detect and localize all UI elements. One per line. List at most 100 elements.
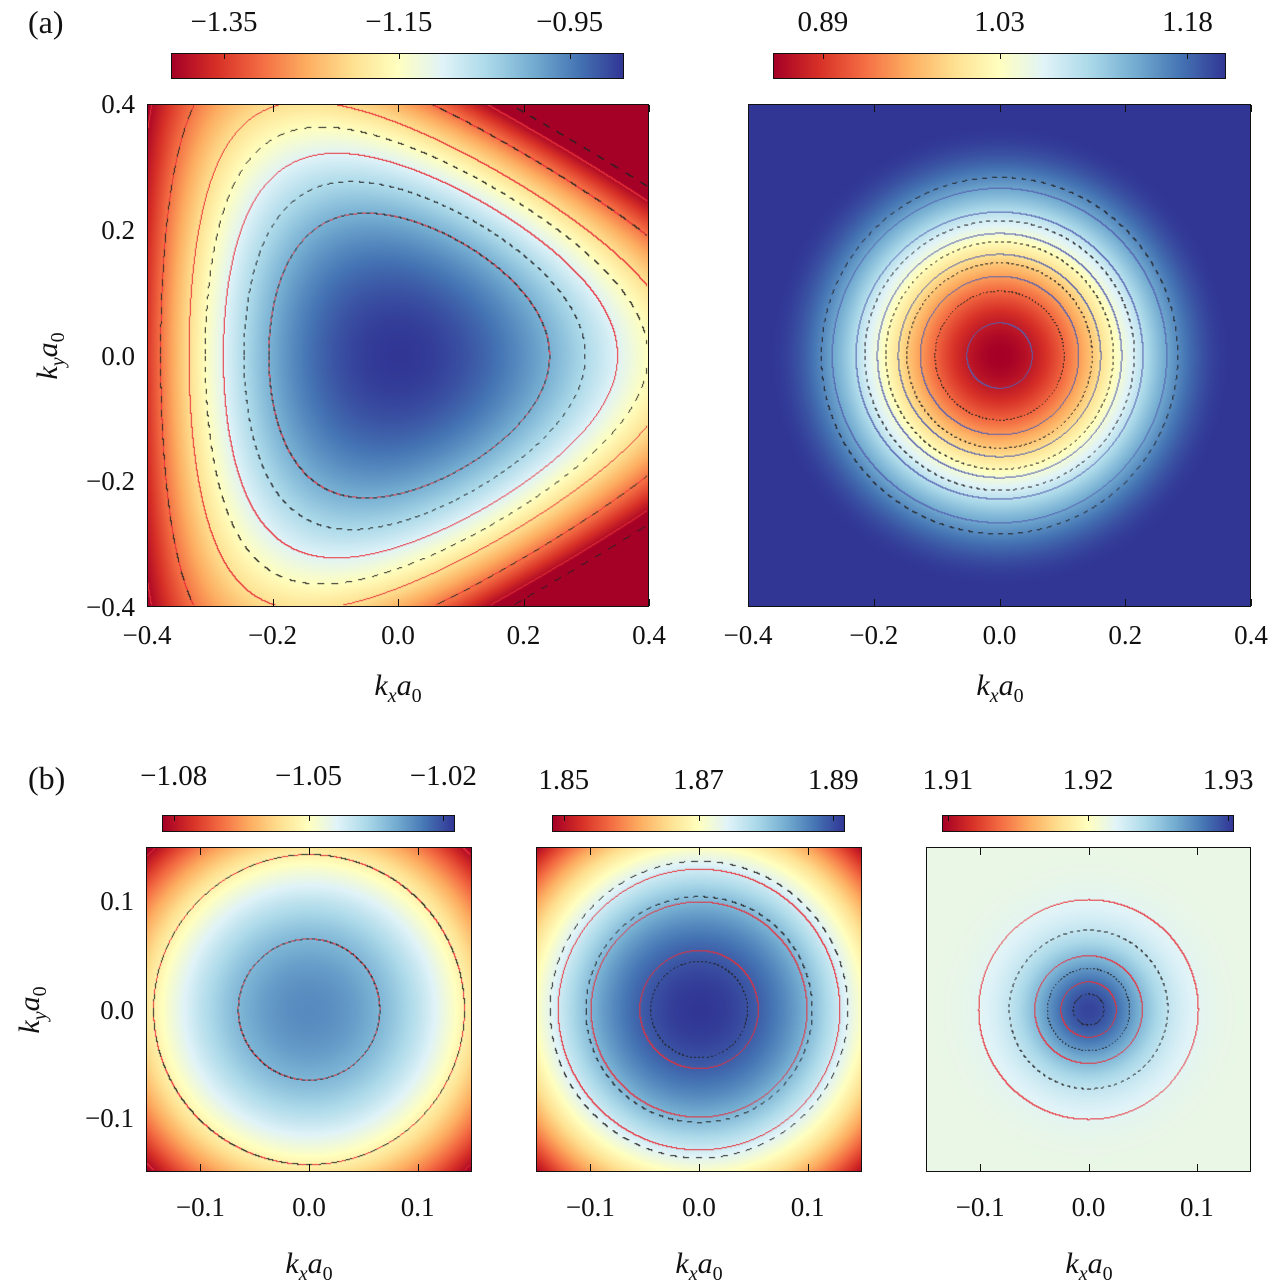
x-axis-label: kxa0 <box>374 669 422 707</box>
colorbar-tick-label: −1.05 <box>274 760 343 792</box>
colorbar-tick-label: 1.89 <box>807 764 859 796</box>
colorbar-tick <box>563 815 565 821</box>
y-axis-label: kya0 <box>31 332 69 380</box>
colorbar-tick <box>173 815 175 821</box>
x-tick <box>748 105 749 112</box>
colorbar-tick-label: 1.87 <box>673 764 724 796</box>
heatmap-canvas <box>749 105 1250 606</box>
x-tick <box>398 105 399 112</box>
x-tick <box>309 1164 310 1171</box>
y-tick-label: −0.2 <box>86 466 135 497</box>
x-tick <box>807 848 809 855</box>
x-tick <box>1088 848 1090 855</box>
colorbar-tick-label: −0.95 <box>536 6 604 38</box>
x-tick <box>417 848 419 855</box>
panel-label-b: (b) <box>28 760 66 796</box>
heatmap-canvas <box>927 848 1250 1171</box>
colorbar-tick-label: −1.08 <box>140 760 208 792</box>
panel-label-a: (a) <box>28 4 64 40</box>
colorbar-tick-label: −1.02 <box>409 760 477 792</box>
heatmap-plot <box>536 847 862 1172</box>
colorbar-tick-label: 1.85 <box>538 764 590 796</box>
x-tick <box>873 105 875 112</box>
colorbar-tick-label: 1.91 <box>922 764 974 796</box>
colorbar-tick-label: 1.03 <box>974 6 1025 38</box>
x-tick <box>1125 105 1127 112</box>
x-axis-label: kxa0 <box>675 1247 723 1285</box>
heatmap-canvas <box>148 105 648 606</box>
x-tick-label: 0.0 <box>982 620 1017 650</box>
colorbar-tick <box>1228 815 1230 821</box>
x-tick <box>309 848 310 855</box>
colorbar-tick <box>1187 53 1189 59</box>
heatmap-canvas <box>147 848 471 1171</box>
y-tick-label: −0.1 <box>85 1102 134 1133</box>
x-tick <box>200 848 202 855</box>
heatmap-canvas <box>537 848 861 1171</box>
x-tick-label: 0.2 <box>1108 620 1143 650</box>
x-tick <box>1196 1164 1198 1171</box>
x-tick <box>272 105 274 112</box>
x-axis-label: kxa0 <box>285 1247 333 1285</box>
x-tick <box>147 599 148 606</box>
x-tick <box>523 105 525 112</box>
x-tick-label: −0.1 <box>565 1192 615 1222</box>
x-tick-label: 0.1 <box>400 1192 435 1222</box>
x-tick <box>980 1164 982 1171</box>
x-tick-label: −0.1 <box>175 1192 225 1222</box>
x-axis-label: kxa0 <box>976 669 1024 707</box>
colorbar-tick-label: 1.92 <box>1062 764 1114 796</box>
y-tick-label: 0.0 <box>101 340 135 371</box>
x-tick-label: 0.0 <box>381 620 415 650</box>
colorbar-tick-label: 1.93 <box>1202 764 1254 796</box>
colorbar-tick <box>698 815 700 821</box>
x-tick-label: 0.4 <box>1234 620 1268 650</box>
x-tick <box>807 1164 809 1171</box>
x-tick-label: −0.2 <box>849 620 899 650</box>
x-tick <box>999 599 1001 606</box>
x-tick-label: 0.1 <box>790 1192 825 1222</box>
x-tick <box>272 599 274 606</box>
x-tick <box>523 599 525 606</box>
x-tick-label: −0.1 <box>955 1192 1005 1222</box>
x-tick <box>999 105 1001 112</box>
colorbar-tick <box>833 815 835 821</box>
colorbar-tick <box>443 815 445 821</box>
heatmap-plot <box>147 104 649 607</box>
y-tick-label: 0.1 <box>100 886 134 917</box>
x-tick-label: −0.4 <box>723 620 773 650</box>
colorbar-tick <box>1088 815 1089 821</box>
x-tick <box>649 105 650 112</box>
x-tick-label: −0.4 <box>122 620 172 650</box>
x-tick <box>1196 848 1198 855</box>
x-tick <box>417 1164 419 1171</box>
y-tick-label: 0.4 <box>101 89 135 119</box>
heatmap-plot <box>926 847 1251 1172</box>
y-tick-label: 0.0 <box>100 994 134 1025</box>
x-tick-label: 0.1 <box>1179 1192 1214 1222</box>
x-tick <box>590 1164 592 1171</box>
x-tick <box>1251 105 1252 112</box>
colorbar <box>171 53 624 79</box>
x-tick <box>649 599 650 606</box>
x-tick-label: 0.4 <box>632 620 666 650</box>
x-tick-label: 0.0 <box>292 1192 326 1222</box>
colorbar-tick <box>999 53 1001 59</box>
x-tick <box>590 848 592 855</box>
colorbar-tick <box>947 815 949 821</box>
x-tick <box>398 599 399 606</box>
colorbar-tick <box>398 53 400 59</box>
x-tick <box>1125 599 1127 606</box>
y-axis-label: kya0 <box>13 986 51 1034</box>
x-tick-label: 0.0 <box>682 1192 716 1222</box>
colorbar-tick <box>308 815 310 821</box>
x-tick <box>748 599 749 606</box>
colorbar-tick-label: −1.15 <box>365 6 433 38</box>
heatmap-plot <box>748 104 1251 607</box>
x-tick <box>1251 599 1252 606</box>
x-tick <box>200 1164 202 1171</box>
x-tick <box>873 599 875 606</box>
colorbar-tick <box>569 53 571 59</box>
colorbar-tick-label: −1.35 <box>190 6 258 38</box>
x-tick-label: −0.2 <box>248 620 297 650</box>
